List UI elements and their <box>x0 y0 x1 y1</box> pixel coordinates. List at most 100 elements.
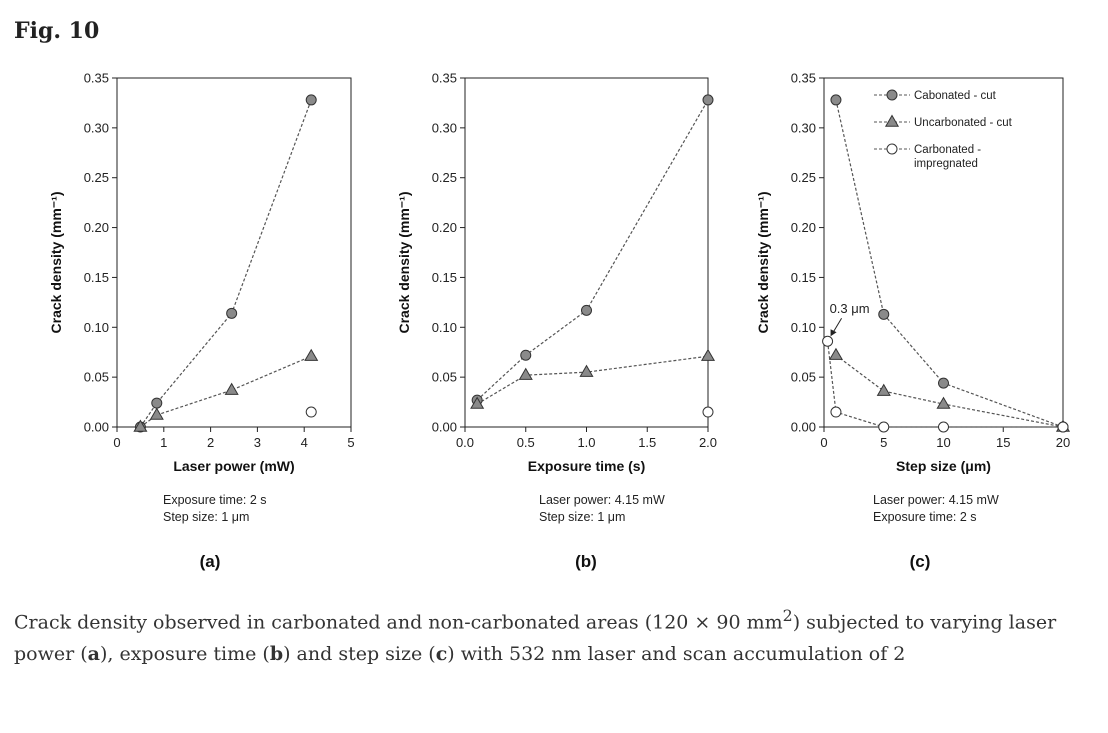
x-tick-label: 0.0 <box>456 435 474 450</box>
data-point <box>305 94 317 106</box>
data-point <box>830 94 842 106</box>
x-tick-label: 20 <box>1056 435 1070 450</box>
caption-c: c <box>435 643 448 666</box>
y-tick-label: 0.25 <box>791 170 816 185</box>
condition-note: Exposure time: 2 s <box>873 510 977 524</box>
figure-label: Fig. 10 <box>14 18 100 44</box>
data-point <box>938 421 949 433</box>
series-line <box>139 99 312 428</box>
condition-note: Step size: 1 μm <box>163 510 249 524</box>
y-axis-title: Crack density (mm⁻¹) <box>396 192 412 334</box>
panel-label: (b) <box>575 552 597 571</box>
data-point <box>828 347 843 360</box>
data-point <box>878 308 890 320</box>
series-line <box>140 355 312 428</box>
series-line <box>835 354 1064 428</box>
data-point <box>830 406 842 418</box>
y-tick-label: 0.10 <box>84 320 109 335</box>
y-tick-label: 0.25 <box>432 170 457 185</box>
y-tick-label: 0.05 <box>84 370 109 385</box>
series-line <box>835 99 1064 428</box>
condition-note: Step size: 1 μm <box>539 510 625 524</box>
x-axis-title: Step size (μm) <box>896 458 991 474</box>
data-point <box>878 421 890 433</box>
data-point <box>936 396 951 409</box>
data-point <box>305 406 317 418</box>
x-tick-label: 5 <box>347 435 354 450</box>
data-point <box>581 304 592 316</box>
data-point <box>700 348 716 361</box>
data-point <box>520 349 532 361</box>
series-line <box>476 99 709 401</box>
y-tick-label: 0.15 <box>432 270 457 285</box>
y-tick-label: 0.30 <box>432 120 457 135</box>
x-tick-label: 4 <box>301 435 308 450</box>
chart-panel-2: 0.00 0.05 0.10 0.15 0.20 0.25 0.30 0.35 0.0 0.5 1.… <box>396 71 717 572</box>
annotation-arrow <box>832 317 843 334</box>
data-point <box>133 419 148 432</box>
x-tick-label: 2 <box>207 435 214 450</box>
condition-note: Laser power: 4.15 mW <box>873 493 999 507</box>
condition-note: Exposure time: 2 s <box>163 493 267 507</box>
condition-note: Laser power: 4.15 mW <box>539 493 665 507</box>
data-point <box>822 335 834 347</box>
y-axis-title: Crack density (mm⁻¹) <box>48 192 64 334</box>
annotation-label: 0.3 μm <box>830 301 870 316</box>
x-tick-label: 15 <box>996 435 1010 450</box>
y-tick-label: 0.20 <box>432 220 457 235</box>
x-tick-label: 0 <box>820 435 827 450</box>
y-tick-label: 0.15 <box>84 270 109 285</box>
data-point <box>224 382 239 395</box>
y-tick-label: 0.05 <box>791 370 816 385</box>
y-tick-label: 0.20 <box>791 220 816 235</box>
caption-part5: ) with 532 nm laser and scan accumulatio… <box>447 643 906 666</box>
y-tick-label: 0.10 <box>791 320 816 335</box>
chart-panel-1: 0.00 0.05 0.10 0.15 0.20 0.25 0.30 0.35 0 1 2 3 4 5 La… <box>48 71 355 572</box>
caption-part1: Crack density observed in carbonated and… <box>14 611 783 634</box>
y-tick-label: 0.05 <box>432 370 457 385</box>
legend-label: Carbonated - <box>914 144 981 156</box>
x-axis-title: Exposure time (s) <box>528 458 645 474</box>
caption-a: a <box>87 643 100 666</box>
y-tick-label: 0.35 <box>791 71 816 86</box>
data-point <box>1057 421 1069 433</box>
data-point <box>579 364 594 377</box>
y-tick-label: 0.00 <box>791 420 816 435</box>
caption-part3: ), exposure time ( <box>99 643 270 666</box>
legend-label: impregnated <box>914 158 978 170</box>
x-axis-title: Laser power (mW) <box>173 458 294 474</box>
x-tick-label: 0 <box>113 435 120 450</box>
legend-marker <box>886 89 898 101</box>
x-tick-label: 0.5 <box>517 435 535 450</box>
data-point <box>470 396 485 409</box>
data-point <box>226 307 238 319</box>
y-axis-title: Crack density (mm⁻¹) <box>755 192 771 334</box>
x-tick-label: 10 <box>936 435 950 450</box>
data-point <box>149 407 164 420</box>
panel-label: (c) <box>910 552 931 571</box>
legend-label: Uncarbonated - cut <box>914 117 1013 129</box>
legend-marker <box>886 143 898 155</box>
figure-charts: 0.000.050.100.150.200.250.300.350 1 2 3 4 5La… <box>48 71 1070 572</box>
caption-b: b <box>269 643 284 666</box>
data-point <box>938 377 949 389</box>
y-tick-label: 0.20 <box>84 220 109 235</box>
legend-label: Cabonated - cut <box>914 90 997 102</box>
y-tick-label: 0.35 <box>432 71 457 86</box>
data-point <box>151 397 163 409</box>
figure-caption: Crack density observed in carbonated and… <box>14 600 1099 670</box>
x-tick-label: 1.5 <box>638 435 656 450</box>
y-tick-label: 0.00 <box>84 420 109 435</box>
y-tick-label: 0.30 <box>791 120 816 135</box>
legend-marker <box>884 114 900 127</box>
plot-frame <box>823 77 1064 428</box>
data-point <box>702 94 714 106</box>
x-tick-label: 5 <box>880 435 887 450</box>
plot-frame <box>116 77 352 428</box>
x-tick-label: 2.0 <box>699 435 717 450</box>
data-point <box>518 367 533 380</box>
caption-part4: ) and step size ( <box>283 643 436 666</box>
y-tick-label: 0.10 <box>432 320 457 335</box>
y-tick-label: 0.25 <box>84 170 109 185</box>
data-point <box>304 348 319 361</box>
